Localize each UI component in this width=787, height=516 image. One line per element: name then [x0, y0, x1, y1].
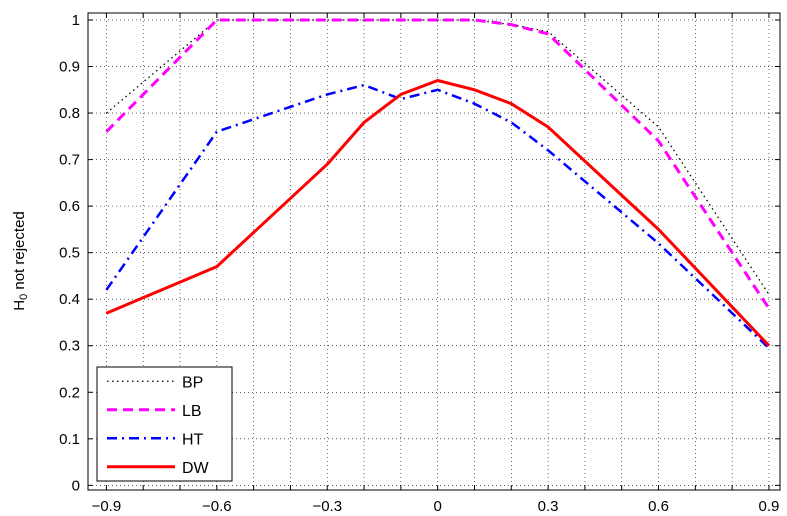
- series-line-lb: [105, 18, 771, 310]
- y-tick-label: 0: [72, 477, 80, 494]
- y-tick-label: 0.9: [59, 59, 80, 76]
- grid: [88, 13, 780, 490]
- series-lines: [105, 18, 771, 350]
- legend-label-lb: LB: [182, 403, 202, 420]
- x-tick-label: 0.3: [538, 498, 559, 515]
- y-tick-label: 0.8: [59, 105, 80, 122]
- legend-label-bp: BP: [182, 374, 203, 391]
- y-tick-label: 1: [72, 12, 80, 29]
- legend-label-dw: DW: [182, 460, 210, 477]
- x-tick-label: −0.6: [202, 498, 232, 515]
- y-tick-label: 0.4: [59, 291, 80, 308]
- y-axis-label: H0 not rejected: [11, 211, 30, 311]
- legend: BP LB HT DW: [96, 366, 233, 482]
- plot-frame: [87, 12, 781, 491]
- x-tick-label: 0.9: [759, 498, 780, 515]
- y-tick-label: 0.1: [59, 431, 80, 448]
- y-axis-label-subscript: 0: [18, 294, 30, 300]
- y-tick-label: 0.6: [59, 198, 80, 215]
- series-line-dw: [105, 79, 771, 347]
- x-tick-label: −0.3: [312, 498, 342, 515]
- y-tick-label: 0.3: [59, 338, 80, 355]
- x-tick-label: 0.6: [648, 498, 669, 515]
- series-line-ht: [105, 83, 770, 350]
- y-tick-label: 0.5: [59, 245, 80, 262]
- y-tick-label: 0.7: [59, 152, 80, 169]
- x-tick-labels: −0.9 −0.6 −0.3 0 0.3 0.6 0.9: [92, 498, 780, 515]
- y-axis-label-rest: not rejected: [11, 211, 28, 294]
- x-tick-label: 0: [434, 498, 442, 515]
- axis-ticks: [88, 13, 780, 490]
- legend-box: [96, 366, 233, 482]
- y-axis-label-main: H: [11, 300, 28, 311]
- x-tick-label: −0.9: [92, 498, 122, 515]
- y-tick-labels: 0 0.1 0.2 0.3 0.4 0.5 0.6 0.7 0.8 0.9 1: [59, 12, 80, 494]
- y-tick-label: 0.2: [59, 384, 80, 401]
- legend-label-ht: HT: [182, 431, 204, 448]
